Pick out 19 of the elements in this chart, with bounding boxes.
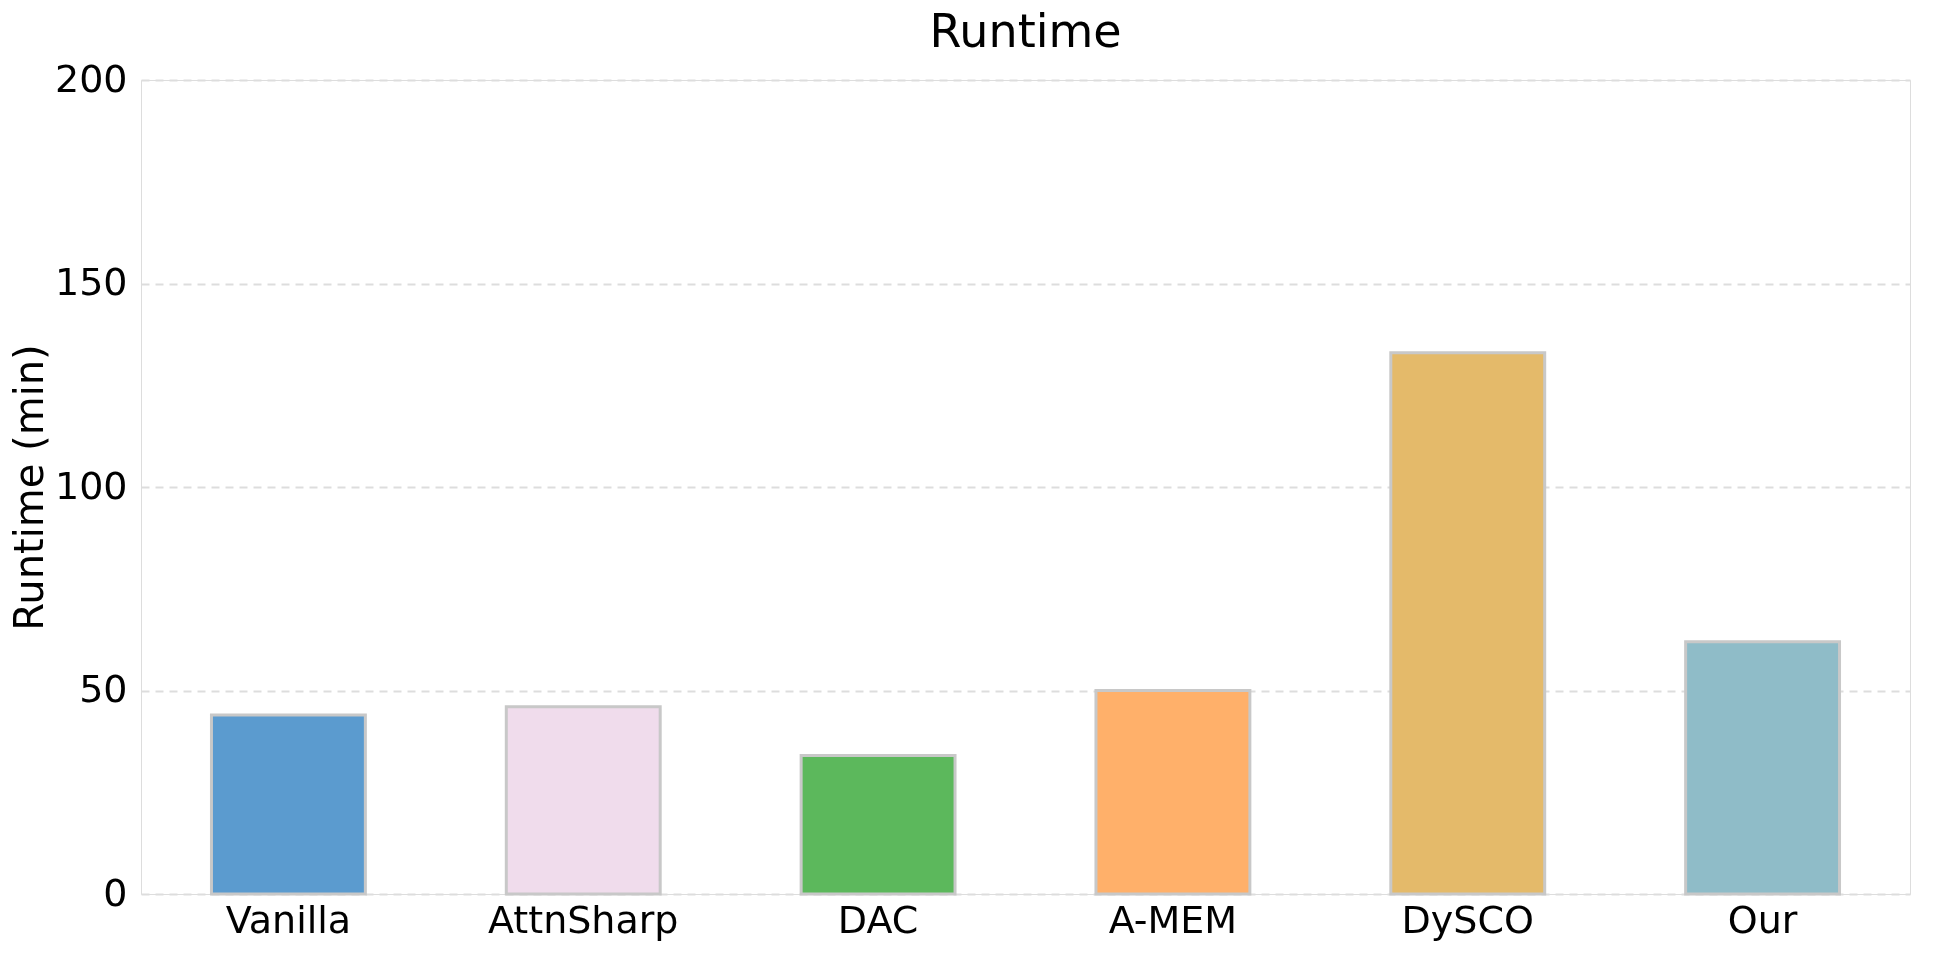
- y-tick-label: 0: [103, 870, 128, 915]
- y-tick-label: 200: [54, 56, 128, 101]
- bar: [504, 705, 662, 896]
- x-tick-label: DySCO: [1401, 897, 1534, 942]
- y-tick-label: 150: [54, 260, 128, 304]
- x-tick-label: Our: [1727, 897, 1798, 942]
- x-tick-label: AttnSharp: [488, 897, 679, 942]
- x-tick-label: DAC: [837, 897, 919, 942]
- bar: [1684, 640, 1842, 896]
- y-tick-label: 100: [54, 463, 128, 508]
- bar: [799, 754, 957, 896]
- y-tick-label: 50: [79, 667, 128, 711]
- bar: [1094, 689, 1252, 896]
- chart-title: Runtime: [929, 4, 1122, 58]
- x-tick-label: Vanilla: [225, 897, 352, 942]
- x-tick-label: A-MEM: [1108, 897, 1238, 942]
- bar: [209, 713, 367, 896]
- bar: [1389, 351, 1547, 896]
- y-axis-title: Runtime (min): [5, 344, 52, 631]
